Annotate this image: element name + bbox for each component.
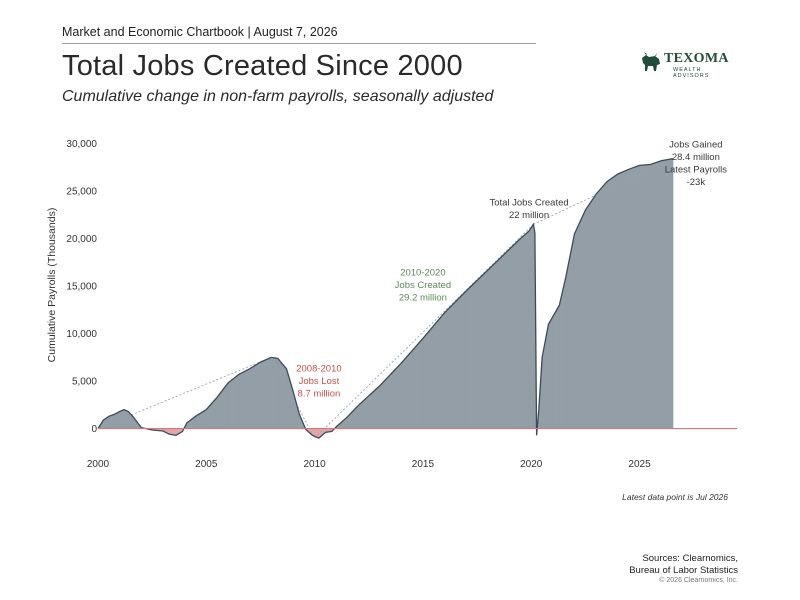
series-line — [97, 158, 674, 439]
copyright-text: © 2026 Clearnomics, Inc. — [659, 577, 738, 584]
annotation-line: Jobs Gained — [669, 139, 722, 150]
annotation-1: Total Jobs Created 22 million — [489, 197, 568, 221]
annotation-line: 8.7 million — [298, 389, 341, 400]
annotation-line: 22 million — [509, 210, 549, 221]
trend-line-0 — [97, 356, 272, 430]
x-tick-label: 2025 — [628, 459, 651, 470]
texoma-logo: TEXOMA WEALTH ADVISORS — [640, 50, 740, 82]
annotation-line: Total Jobs Created — [489, 197, 568, 208]
page-subtitle: Cumulative change in non-farm payrolls, … — [62, 88, 494, 105]
annotation-0: Jobs Gained 28.4 million Latest Payrolls -2… — [665, 139, 728, 188]
logo-subline-1: WEALTH — [673, 67, 702, 73]
latest-data-note: Latest data point is Jul 2026 — [622, 492, 728, 502]
y-tick-label: 10,000 — [66, 329, 97, 340]
x-tick-label: 2005 — [195, 459, 218, 470]
x-tick-label: 2015 — [412, 459, 435, 470]
chartbook-header: Market and Economic Chartbook | August 7… — [62, 25, 338, 39]
sources-text: Sources: Clearnomics, Bureau of Labor St… — [629, 553, 738, 577]
x-tick-label: 2010 — [303, 459, 326, 470]
header-divider — [62, 43, 536, 44]
annotation-3: 2008-2010 Jobs Lost 8.7 million — [296, 364, 341, 400]
axes: 0 5,000 10,000 15,000 20,000 25,000 30,000 2000… — [46, 139, 737, 470]
trend-line-2 — [314, 224, 534, 439]
positive-area — [97, 158, 674, 429]
trend-line-3 — [533, 158, 674, 225]
x-tick-label: 2000 — [87, 459, 110, 470]
annotation-line: Latest Payrolls — [665, 164, 728, 175]
bull-icon — [642, 52, 660, 71]
y-tick-label: 0 — [91, 424, 97, 435]
y-tick-label: 30,000 — [66, 139, 97, 150]
trend-lines — [97, 158, 674, 439]
annotation-line: 2010-2020 — [400, 268, 445, 279]
annotation-line: -23k — [687, 177, 706, 188]
annotation-line: Jobs Created — [395, 280, 452, 291]
negative-area — [145, 428, 538, 439]
area-fills — [97, 158, 674, 439]
y-tick-label: 25,000 — [66, 187, 97, 198]
annotations: Jobs Gained 28.4 million Latest Payrolls -2… — [296, 139, 727, 399]
series-outline — [97, 158, 674, 439]
y-tick-label: 5,000 — [72, 377, 97, 388]
y-tick-label: 15,000 — [66, 282, 97, 293]
annotation-line: 29.2 million — [399, 293, 447, 304]
annotation-line: 2008-2010 — [296, 364, 341, 375]
logo-subline-2: ADVISORS — [673, 73, 710, 79]
y-tick-label: 20,000 — [66, 234, 97, 245]
annotation-line: 28.4 million — [672, 152, 720, 163]
page-title: Total Jobs Created Since 2000 — [62, 50, 463, 82]
annotation-2: 2010-2020 Jobs Created 29.2 million — [395, 268, 452, 304]
sources-line-1: Sources: Clearnomics, — [642, 553, 738, 564]
annotation-line: Jobs Lost — [299, 376, 340, 387]
trend-line-1 — [270, 357, 316, 439]
x-tick-label: 2020 — [520, 459, 543, 470]
y-axis-label: Cumulative Payrolls (Thousands) — [46, 208, 58, 363]
logo-wordmark: TEXOMA — [664, 51, 729, 66]
sources-line-2: Bureau of Labor Statistics — [629, 565, 738, 576]
